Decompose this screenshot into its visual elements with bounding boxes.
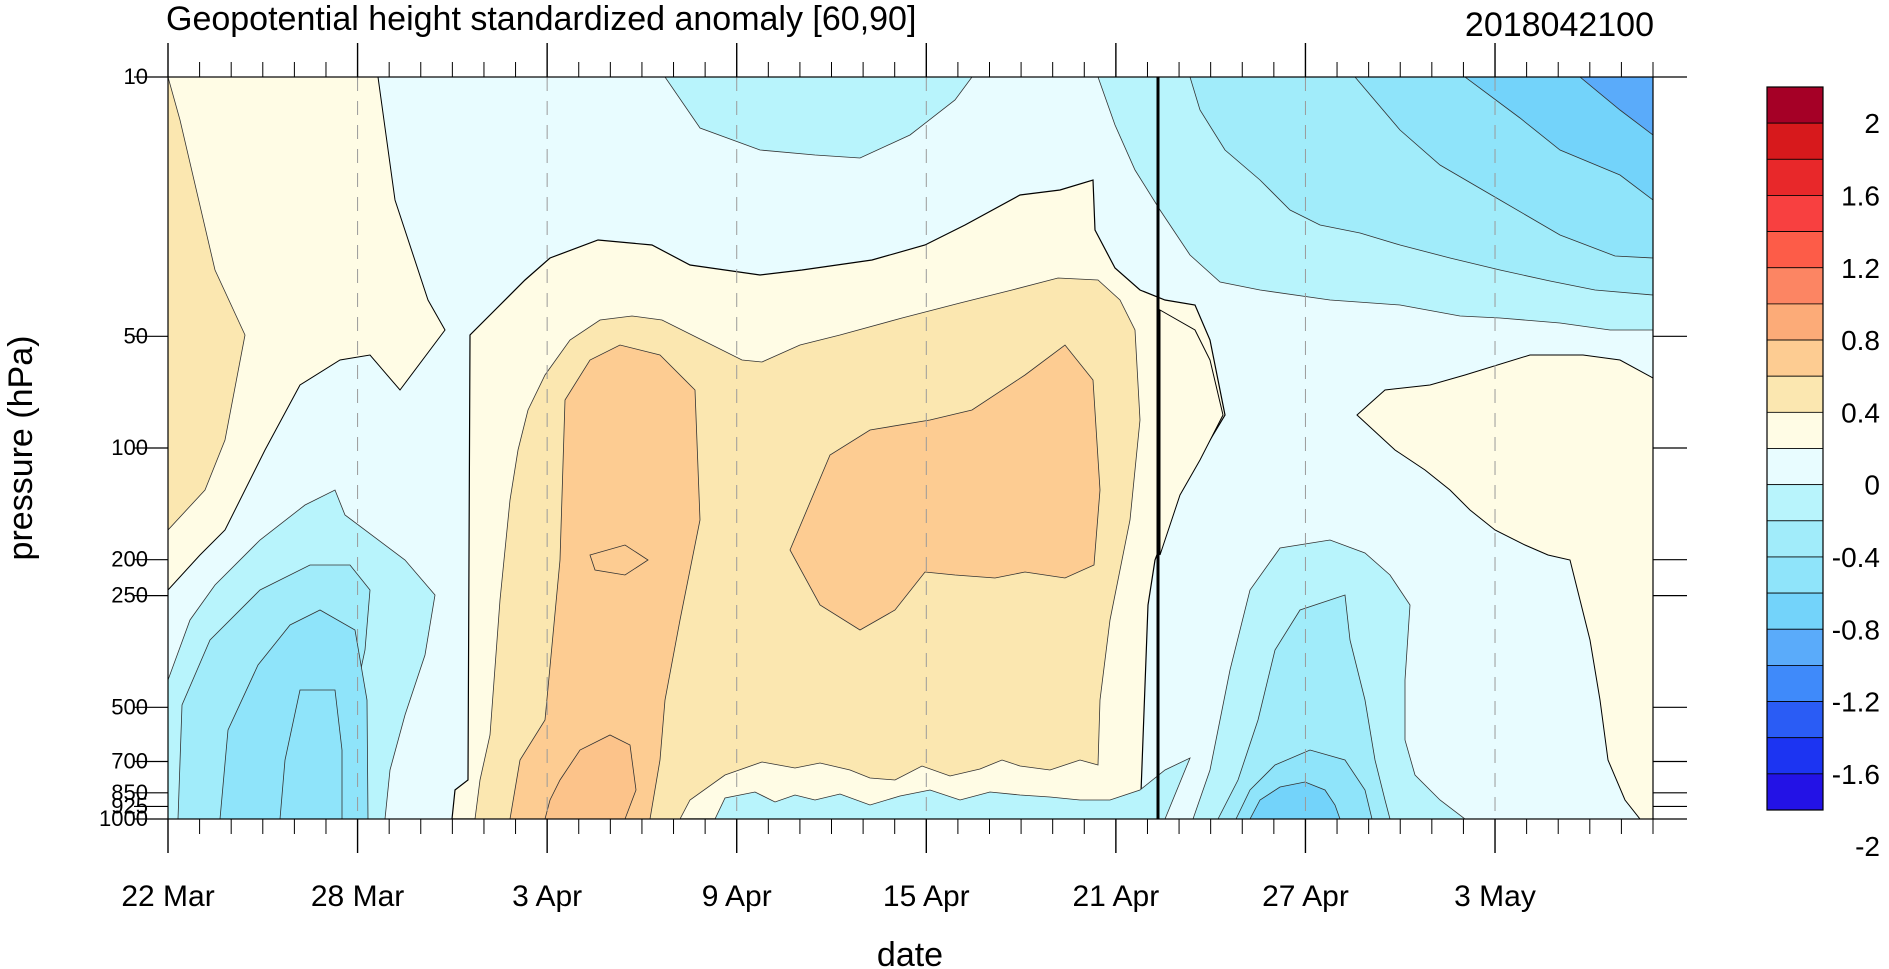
colorbar-swatch [1766,411,1824,449]
y-tick-label: 850 [111,780,148,805]
y-tick-label: 200 [111,547,148,572]
chart-title: Geopotential height standardized anomaly… [166,0,916,38]
colorbar-swatch [1766,267,1824,305]
x-tick-label: 15 Apr [883,880,970,913]
contour-fill [1464,77,1653,201]
colorbar-label: 0.4 [1841,397,1880,428]
colorbar: 2 1.6 1.2 0.8 0.4 0 -0.4 -0.8 -1.2 -1.6 -2 [1766,86,1880,862]
colorbar-swatch [1766,665,1824,702]
colorbar-swatch [1766,701,1824,739]
contour-fill [544,734,637,819]
colorbar-swatch [1766,86,1824,124]
contour-fill [789,344,1101,631]
plot-area [168,77,1653,819]
colorbar-swatch [1766,773,1824,811]
plot-frame [167,76,1654,820]
contour-fill [1249,781,1341,819]
y-tick-label: 250 [111,583,148,608]
y-axis-label: pressure (hPa) [2,336,40,561]
colorbar-swatch [1766,375,1824,413]
colorbar-swatch [1766,122,1824,160]
contour-fill [1159,309,1224,556]
x-tick-label: 22 Mar [121,880,214,913]
colorbar-swatch [1766,158,1824,196]
colorbar-swatch [1766,303,1824,341]
colorbar-label: -1.2 [1832,687,1880,718]
x-tick-label: 21 Apr [1073,880,1160,913]
contour-fill [168,77,246,531]
x-ticks: 22 Mar 28 Mar 3 Apr 9 Apr 15 Apr 21 Apr 27 Apr… [121,43,1654,913]
contour-line [589,544,649,576]
colorbar-label: 1.2 [1841,253,1880,284]
colorbar-label: -0.8 [1832,614,1880,645]
colorbar-swatch [1766,592,1824,630]
colorbar-swatch [1766,195,1824,232]
colorbar-swatch [1766,231,1824,269]
contour-fill [1579,77,1653,136]
chart-date-stamp: 2018042100 [1465,6,1654,44]
colorbar-swatch [1766,520,1824,558]
colorbar-label: 1.6 [1841,180,1880,211]
colorbar-label: -1.6 [1832,759,1880,790]
x-axis-label: date [877,936,943,969]
x-tick-label: 3 May [1454,880,1536,913]
x-tick-label: 28 Mar [311,880,404,913]
contour-fill [1356,354,1653,819]
y-tick-label: 700 [111,749,148,774]
x-tick-label: 9 Apr [702,880,772,913]
colorbar-label: 2 [1864,108,1880,139]
x-tick-label: 3 Apr [512,880,582,913]
colorbar-swatch [1766,556,1824,594]
y-tick-label: 1000 [99,806,148,831]
colorbar-label: 0.8 [1841,325,1880,356]
y-tick-label: 50 [124,323,148,348]
y-tick-label: 100 [111,435,148,460]
contour-fill [664,77,973,159]
contour-fill [279,689,343,819]
contour-fill [168,77,446,591]
colorbar-frame [1766,86,1824,811]
colorbar-swatch [1766,339,1824,377]
colorbar-label: -0.4 [1832,542,1880,573]
y-tick-label: 10 [124,64,148,89]
x-tick-label: 27 Apr [1262,880,1349,913]
colorbar-swatch [1766,448,1824,486]
colorbar-swatch [1766,628,1824,666]
y-tick-label: 925 [111,793,148,818]
colorbar-swatch [1766,737,1824,775]
colorbar-label: -2 [1855,831,1880,862]
colorbar-label: 0 [1864,470,1880,501]
y-tick-label: 500 [111,694,148,719]
colorbar-swatch [1766,484,1824,522]
contour-fill [509,344,701,819]
